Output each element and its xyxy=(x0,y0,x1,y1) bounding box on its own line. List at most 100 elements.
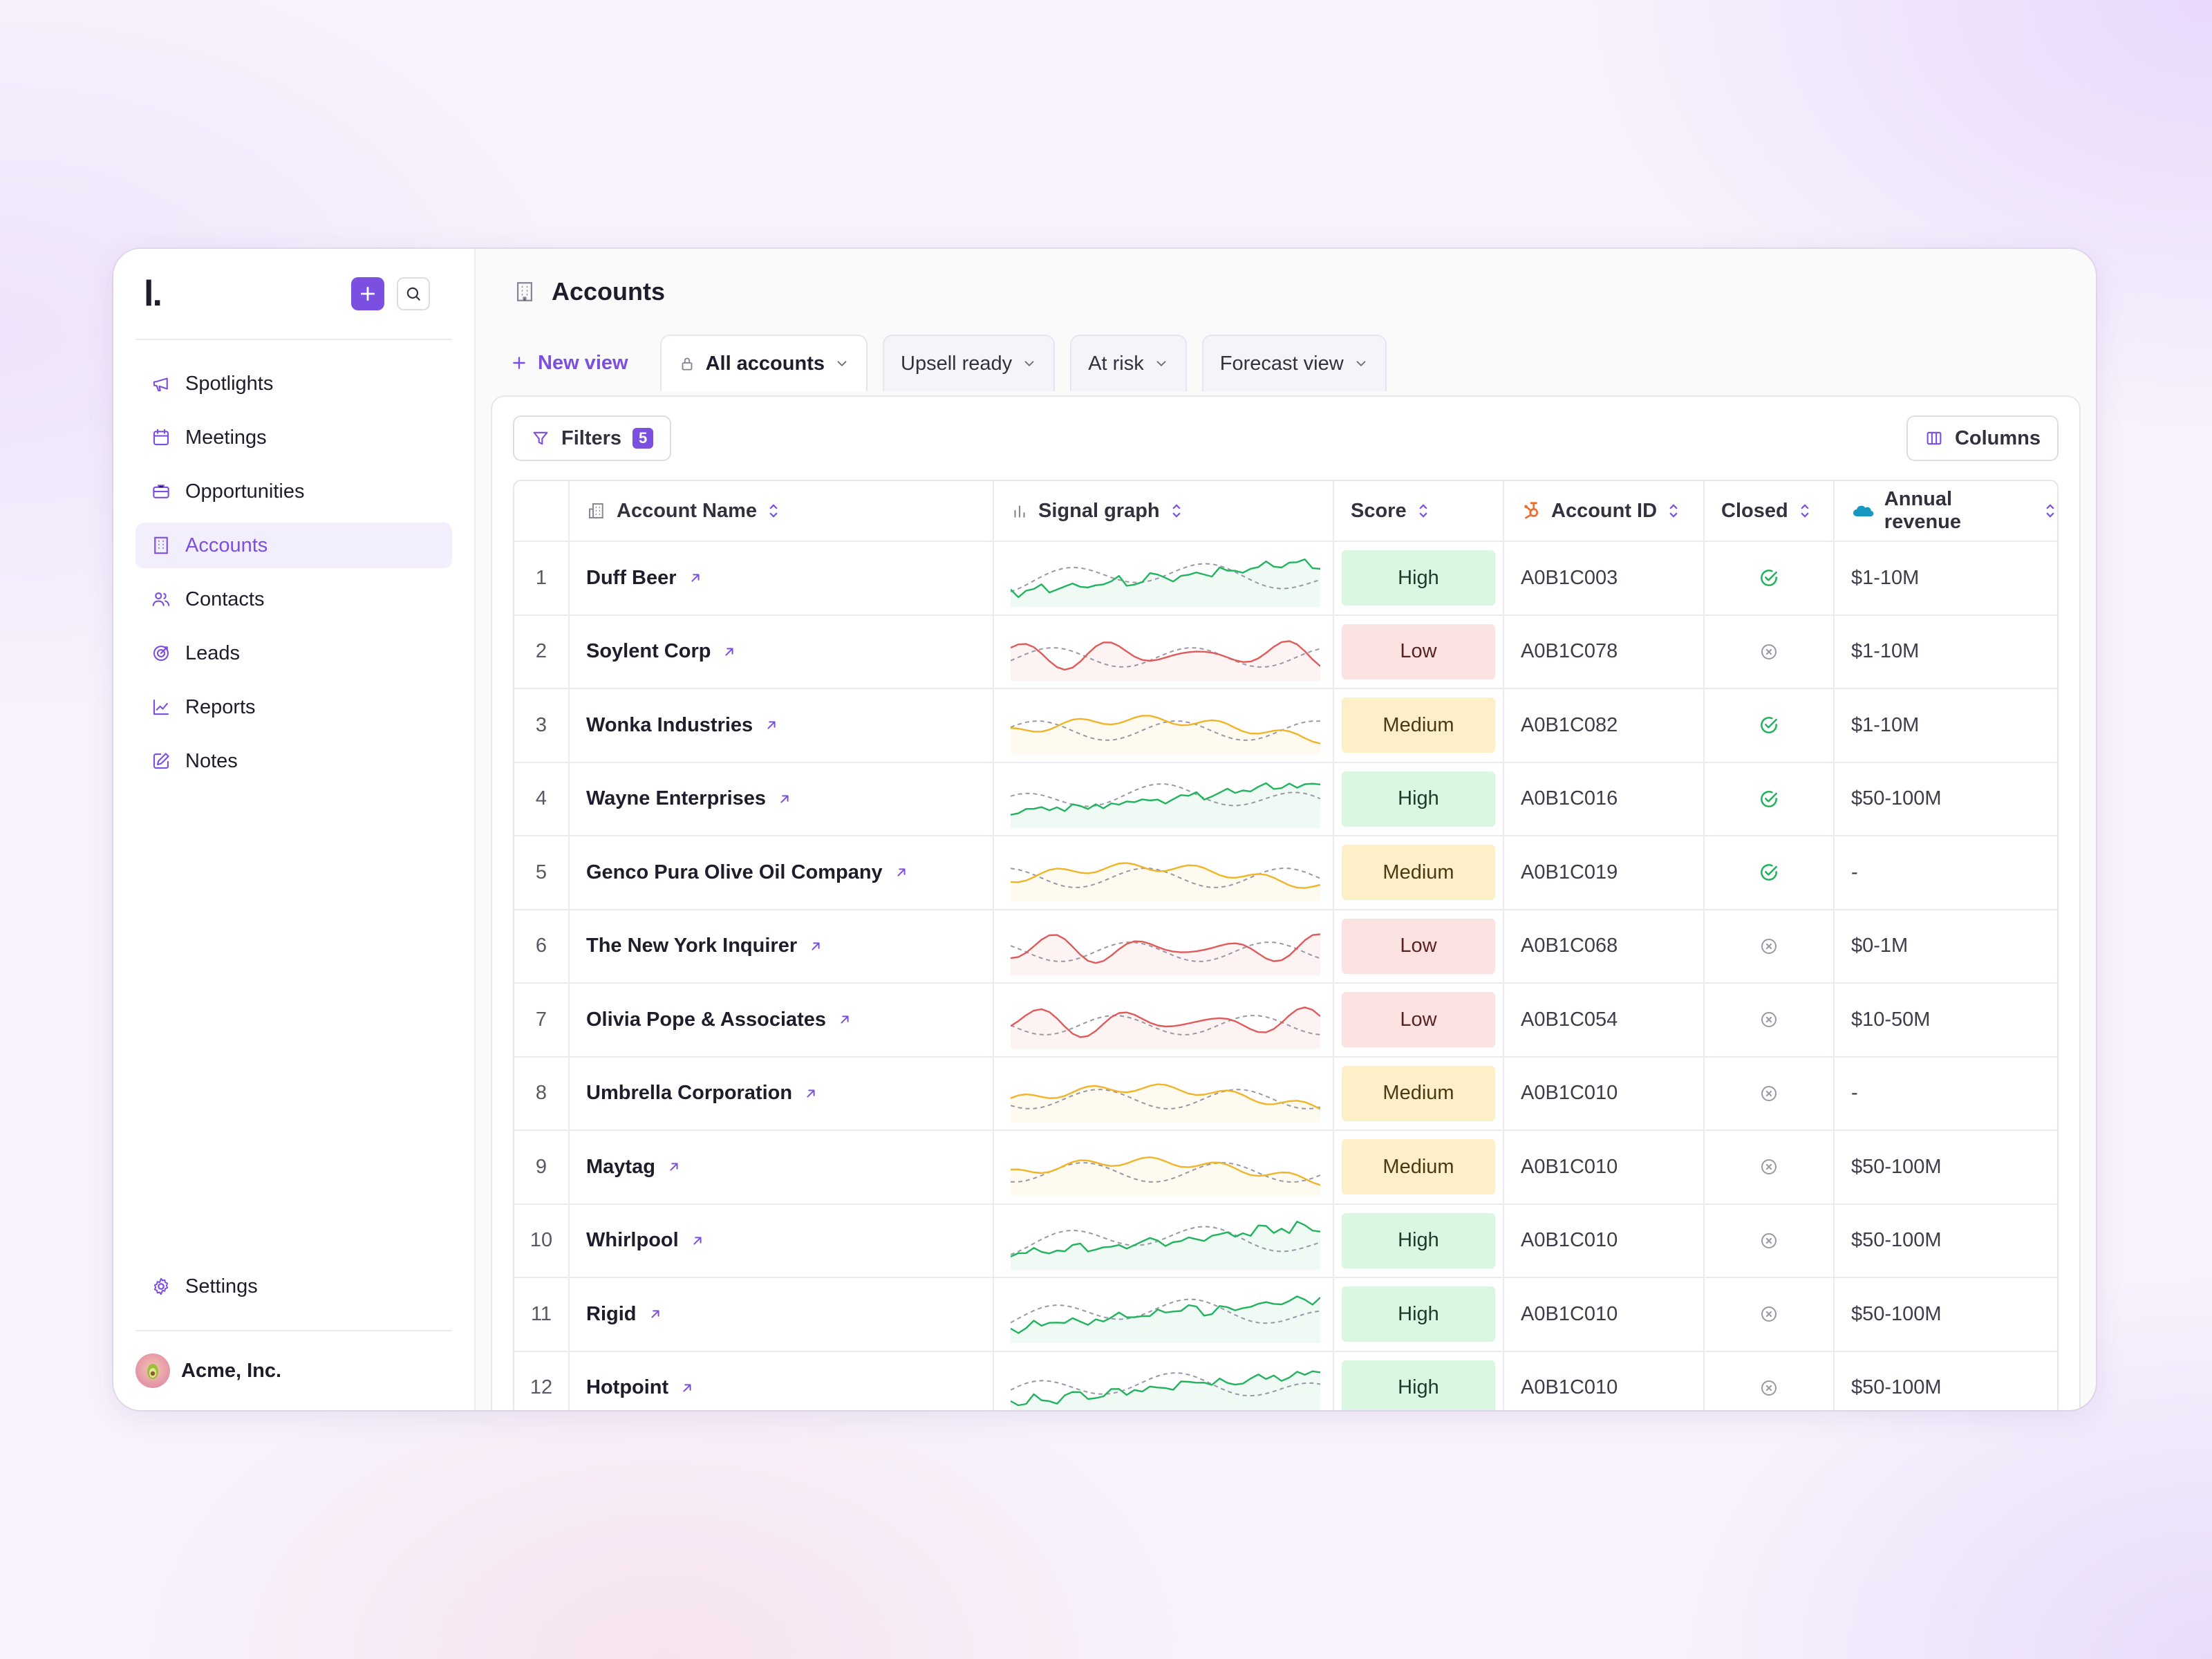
table-row[interactable]: 3 Wonka Industries Medium A0B1C082 $1-10M xyxy=(514,689,2057,763)
account-name-cell[interactable]: Whirlpool xyxy=(570,1204,994,1277)
arrow-up-right-icon[interactable] xyxy=(679,1380,695,1396)
search-button[interactable] xyxy=(397,277,430,310)
columns-button[interactable]: Columns xyxy=(1906,415,2059,461)
account-name-cell[interactable]: Genco Pura Olive Oil Company xyxy=(570,836,994,909)
account-name-cell[interactable]: Wonka Industries xyxy=(570,689,994,762)
account-name[interactable]: Umbrella Corporation xyxy=(586,1082,793,1105)
annual-revenue: $50-100M xyxy=(1851,787,1942,810)
closed-status xyxy=(1705,984,1835,1056)
arrow-up-right-icon[interactable] xyxy=(722,644,737,659)
account-name[interactable]: Soylent Corp xyxy=(586,640,711,663)
account-name-cell[interactable]: Wayne Enterprises xyxy=(570,762,994,835)
plus-icon xyxy=(360,286,375,301)
col-header-signal-graph[interactable]: Signal graph xyxy=(994,481,1334,541)
closed-status xyxy=(1705,1131,1835,1203)
org-switcher[interactable]: Acme, Inc. xyxy=(135,1330,452,1410)
col-header-closed[interactable]: Closed xyxy=(1705,481,1835,541)
account-name-cell[interactable]: Soylent Corp xyxy=(570,615,994,688)
signal-graph-cell xyxy=(994,615,1334,688)
sidebar-item-meetings[interactable]: Meetings xyxy=(135,415,452,460)
account-name-cell[interactable]: Rigid xyxy=(570,1278,994,1351)
tab-all-accounts[interactable]: All accounts xyxy=(659,335,868,391)
account-id: A0B1C010 xyxy=(1504,1131,1705,1203)
arrow-up-right-icon[interactable] xyxy=(894,865,909,880)
sidebar-item-contacts[interactable]: Contacts xyxy=(135,577,452,622)
arrow-up-right-icon[interactable] xyxy=(764,718,779,733)
arrow-up-right-icon[interactable] xyxy=(690,1233,705,1248)
arrow-up-right-icon[interactable] xyxy=(803,1086,818,1101)
account-name-cell[interactable]: Olivia Pope & Associates xyxy=(570,984,994,1056)
signal-graph-cell xyxy=(994,1278,1334,1351)
account-id: A0B1C010 xyxy=(1504,1278,1705,1351)
account-name[interactable]: Wayne Enterprises xyxy=(586,787,767,810)
account-name-cell[interactable]: Duff Beer xyxy=(570,542,994,615)
table-row[interactable]: 10 Whirlpool High A0B1C010 $50-100M xyxy=(514,1204,2057,1278)
app-logo[interactable]: l. xyxy=(144,274,162,314)
table-row[interactable]: 2 Soylent Corp Low A0B1C078 $1-10M xyxy=(514,615,2057,689)
signal-sparkline xyxy=(1011,1220,1320,1270)
account-name[interactable]: Maytag xyxy=(586,1155,655,1178)
table-row[interactable]: 9 Maytag Medium A0B1C010 $50-100M xyxy=(514,1131,2057,1205)
sidebar-header: l. xyxy=(135,249,452,340)
account-name[interactable]: Duff Beer xyxy=(586,566,677,589)
sidebar-item-leads[interactable]: Leads xyxy=(135,630,452,676)
sidebar-item-reports[interactable]: Reports xyxy=(135,684,452,730)
account-name[interactable]: Genco Pura Olive Oil Company xyxy=(586,861,883,883)
row-number: 2 xyxy=(514,615,570,688)
account-name[interactable]: Olivia Pope & Associates xyxy=(586,1008,827,1031)
sidebar-item-spotlights[interactable]: Spotlights xyxy=(135,361,452,406)
filters-button[interactable]: Filters 5 xyxy=(513,415,672,461)
account-name-cell[interactable]: The New York Inquirer xyxy=(570,910,994,982)
account-name-cell[interactable]: Hotpoint xyxy=(570,1351,994,1410)
score-cell: Medium xyxy=(1334,836,1504,909)
col-header-score[interactable]: Score xyxy=(1334,481,1504,541)
account-name[interactable]: Whirlpool xyxy=(586,1229,679,1252)
table-row[interactable]: 5 Genco Pura Olive Oil Company Medium A0B1C… xyxy=(514,836,2057,910)
sidebar-item-accounts[interactable]: Accounts xyxy=(135,523,452,568)
arrow-up-right-icon[interactable] xyxy=(688,570,703,585)
closed-status xyxy=(1705,1057,1835,1130)
table-row[interactable]: 7 Olivia Pope & Associates Low A0B1C054 $10-… xyxy=(514,984,2057,1058)
score-cell: Medium xyxy=(1334,1057,1504,1130)
row-number: 5 xyxy=(514,836,570,909)
check-circle-icon xyxy=(1761,790,1777,807)
sidebar-item-settings[interactable]: Settings xyxy=(135,1264,452,1309)
sort-icon xyxy=(2046,504,2054,518)
arrow-up-right-icon[interactable] xyxy=(777,791,792,807)
closed-status xyxy=(1705,615,1835,688)
col-header-account-name[interactable]: Account Name xyxy=(570,481,994,541)
tab-upsell-ready[interactable]: Upsell ready xyxy=(883,335,1056,391)
score-badge: High xyxy=(1342,550,1495,606)
sidebar-item-notes[interactable]: Notes xyxy=(135,738,452,784)
table-row[interactable]: 8 Umbrella Corporation Medium A0B1C010 - xyxy=(514,1057,2057,1131)
account-name[interactable]: Hotpoint xyxy=(586,1376,669,1399)
account-name[interactable]: Rigid xyxy=(586,1302,637,1325)
table-row[interactable]: 1 Duff Beer High A0B1C003 $1-10M xyxy=(514,542,2057,616)
score-badge: Medium xyxy=(1342,1139,1495,1195)
settings-label: Settings xyxy=(185,1275,258,1297)
col-header-annual-revenue[interactable]: Annual revenue xyxy=(1835,481,2057,541)
new-view-button[interactable]: New view xyxy=(510,335,645,391)
sidebar-item-opportunities[interactable]: Opportunities xyxy=(135,469,452,514)
add-button[interactable] xyxy=(351,277,384,310)
x-circle-icon xyxy=(1761,1232,1777,1248)
tab-forecast-view[interactable]: Forecast view xyxy=(1201,335,1387,391)
account-name[interactable]: The New York Inquirer xyxy=(586,935,798,957)
account-name-cell[interactable]: Umbrella Corporation xyxy=(570,1057,994,1130)
annual-revenue: $50-100M xyxy=(1851,1376,1942,1399)
arrow-up-right-icon[interactable] xyxy=(808,939,823,954)
arrow-up-right-icon[interactable] xyxy=(837,1012,852,1027)
table-row[interactable]: 6 The New York Inquirer Low A0B1C068 $0-1M xyxy=(514,910,2057,984)
x-circle-icon xyxy=(1761,1306,1777,1322)
table-row[interactable]: 11 Rigid High A0B1C010 $50-100M xyxy=(514,1278,2057,1352)
account-name-cell[interactable]: Maytag xyxy=(570,1131,994,1203)
table-row[interactable]: 4 Wayne Enterprises High A0B1C016 $50-100M xyxy=(514,762,2057,836)
account-name[interactable]: Wonka Industries xyxy=(586,713,753,736)
col-header-account-id[interactable]: Account ID xyxy=(1504,481,1705,541)
columns-label: Columns xyxy=(1954,427,2041,449)
arrow-up-right-icon[interactable] xyxy=(666,1159,682,1174)
table-row[interactable]: 12 Hotpoint High A0B1C010 $50-100M xyxy=(514,1351,2057,1410)
arrow-up-right-icon[interactable] xyxy=(648,1306,663,1322)
row-number: 3 xyxy=(514,689,570,762)
tab-at-risk[interactable]: At risk xyxy=(1070,335,1187,391)
